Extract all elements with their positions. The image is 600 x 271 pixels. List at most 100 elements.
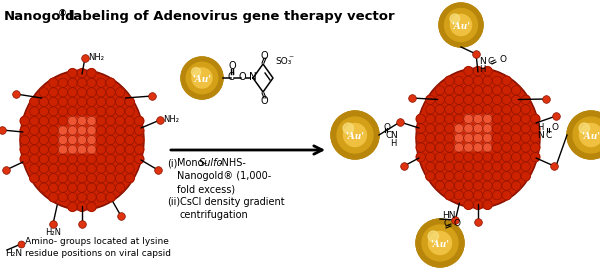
Circle shape xyxy=(425,95,435,105)
Circle shape xyxy=(87,183,96,192)
Circle shape xyxy=(68,154,77,164)
Circle shape xyxy=(521,105,530,114)
Circle shape xyxy=(106,88,115,97)
Circle shape xyxy=(454,181,464,190)
Circle shape xyxy=(473,172,482,181)
Circle shape xyxy=(106,97,115,107)
Circle shape xyxy=(416,143,425,152)
Circle shape xyxy=(530,152,540,162)
Circle shape xyxy=(502,133,511,143)
Circle shape xyxy=(97,164,106,173)
Circle shape xyxy=(502,105,511,114)
Circle shape xyxy=(483,172,492,181)
Circle shape xyxy=(454,152,464,162)
Circle shape xyxy=(530,124,540,133)
Circle shape xyxy=(483,181,492,190)
Circle shape xyxy=(49,78,58,88)
Circle shape xyxy=(435,238,445,248)
Circle shape xyxy=(583,127,599,143)
Circle shape xyxy=(473,191,482,200)
Circle shape xyxy=(473,124,482,133)
Circle shape xyxy=(106,107,115,116)
Circle shape xyxy=(502,152,511,162)
Circle shape xyxy=(49,126,58,135)
Circle shape xyxy=(68,173,77,183)
Circle shape xyxy=(68,192,77,202)
Circle shape xyxy=(77,164,86,173)
Circle shape xyxy=(115,154,125,164)
Circle shape xyxy=(97,173,106,183)
Text: O: O xyxy=(238,72,246,82)
Circle shape xyxy=(39,164,49,173)
Circle shape xyxy=(464,67,473,76)
Circle shape xyxy=(189,65,215,91)
Circle shape xyxy=(77,145,86,154)
Text: NH₂: NH₂ xyxy=(163,115,179,124)
Circle shape xyxy=(483,105,492,114)
Circle shape xyxy=(125,116,134,125)
Text: fold excess): fold excess) xyxy=(177,184,235,194)
Circle shape xyxy=(521,172,530,181)
Circle shape xyxy=(464,162,473,171)
Circle shape xyxy=(432,235,448,251)
Circle shape xyxy=(347,127,363,143)
Circle shape xyxy=(58,78,68,88)
Circle shape xyxy=(134,126,144,135)
Circle shape xyxy=(29,145,39,154)
Circle shape xyxy=(334,114,376,156)
Circle shape xyxy=(68,116,77,125)
Circle shape xyxy=(511,86,521,95)
Circle shape xyxy=(428,231,452,254)
Circle shape xyxy=(435,181,445,190)
Circle shape xyxy=(511,105,521,114)
Circle shape xyxy=(39,135,49,145)
Circle shape xyxy=(445,143,454,152)
Circle shape xyxy=(445,191,454,200)
Circle shape xyxy=(422,225,458,261)
Circle shape xyxy=(186,62,218,94)
Circle shape xyxy=(483,124,492,133)
Text: Nanogold® (1,000-: Nanogold® (1,000- xyxy=(177,171,271,181)
Circle shape xyxy=(29,107,39,116)
Circle shape xyxy=(445,133,454,143)
Circle shape xyxy=(49,88,58,97)
Circle shape xyxy=(483,191,492,200)
Circle shape xyxy=(58,164,68,173)
Circle shape xyxy=(473,143,482,152)
Circle shape xyxy=(39,116,49,125)
Circle shape xyxy=(106,126,115,135)
Circle shape xyxy=(483,143,492,152)
Circle shape xyxy=(425,133,435,143)
Circle shape xyxy=(442,6,481,44)
Ellipse shape xyxy=(416,68,540,208)
Text: NH₂: NH₂ xyxy=(88,53,104,63)
Circle shape xyxy=(77,97,86,107)
Text: H: H xyxy=(390,138,397,147)
Text: O: O xyxy=(453,218,460,227)
Circle shape xyxy=(68,78,77,88)
Text: CsCl density gradient: CsCl density gradient xyxy=(180,197,284,207)
Text: C: C xyxy=(444,220,450,228)
Circle shape xyxy=(97,135,106,145)
Circle shape xyxy=(511,172,521,181)
Text: H: H xyxy=(479,66,485,75)
Circle shape xyxy=(493,172,502,181)
Circle shape xyxy=(454,172,464,181)
Circle shape xyxy=(493,191,502,200)
Circle shape xyxy=(195,71,209,85)
Circle shape xyxy=(39,97,49,107)
Circle shape xyxy=(106,183,115,192)
Circle shape xyxy=(483,86,492,95)
Circle shape xyxy=(483,114,492,124)
Circle shape xyxy=(464,172,473,181)
Circle shape xyxy=(115,88,125,97)
Circle shape xyxy=(68,135,77,145)
Circle shape xyxy=(521,152,530,162)
Circle shape xyxy=(115,126,125,135)
Circle shape xyxy=(521,114,530,124)
Circle shape xyxy=(464,114,473,124)
Circle shape xyxy=(87,107,96,116)
Circle shape xyxy=(416,133,425,143)
Circle shape xyxy=(435,86,445,95)
Circle shape xyxy=(435,172,445,181)
